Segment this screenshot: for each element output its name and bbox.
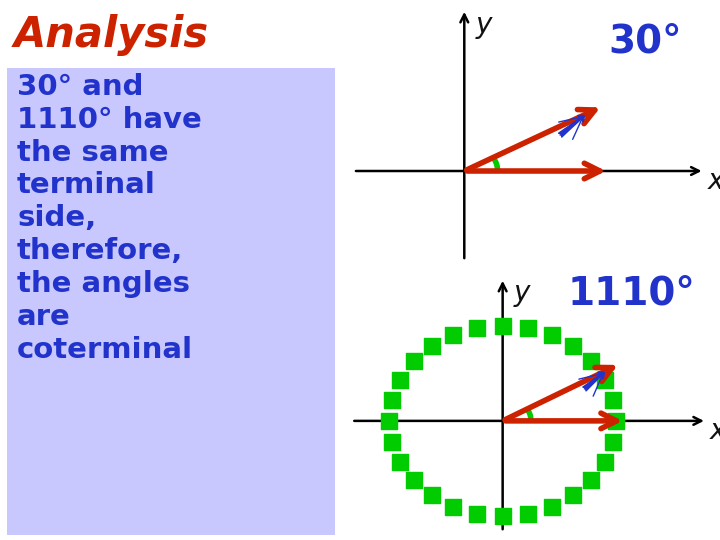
Point bbox=[472, 509, 483, 518]
Text: $x$: $x$ bbox=[708, 417, 720, 444]
Point bbox=[546, 502, 557, 511]
Point bbox=[497, 512, 508, 521]
Point bbox=[472, 323, 483, 332]
Text: $x$: $x$ bbox=[707, 167, 720, 194]
Text: $y$: $y$ bbox=[513, 282, 533, 309]
Point bbox=[567, 491, 579, 500]
Point bbox=[599, 375, 611, 384]
Point bbox=[426, 491, 438, 500]
Point bbox=[448, 502, 459, 511]
Point bbox=[497, 321, 508, 330]
Text: 30°: 30° bbox=[608, 22, 683, 60]
Point bbox=[522, 323, 534, 332]
Point bbox=[408, 357, 420, 366]
Point bbox=[448, 330, 459, 339]
Point bbox=[611, 416, 622, 425]
Point bbox=[608, 438, 619, 447]
Point bbox=[395, 458, 406, 467]
Point bbox=[608, 395, 619, 404]
FancyBboxPatch shape bbox=[7, 68, 335, 535]
Point bbox=[426, 342, 438, 350]
Text: 30° and
1110° have
the same
terminal
side,
therefore,
the angles
are
coterminal: 30° and 1110° have the same terminal sid… bbox=[17, 73, 202, 363]
Point bbox=[387, 395, 398, 404]
Point bbox=[599, 458, 611, 467]
Point bbox=[408, 476, 420, 484]
Point bbox=[387, 438, 398, 447]
Point bbox=[585, 357, 597, 366]
Point bbox=[384, 416, 395, 425]
Text: $y$: $y$ bbox=[474, 14, 494, 41]
Point bbox=[546, 330, 557, 339]
Point bbox=[522, 509, 534, 518]
Text: Analysis: Analysis bbox=[14, 14, 209, 56]
Text: 1110°: 1110° bbox=[567, 275, 696, 313]
Point bbox=[567, 342, 579, 350]
Point bbox=[585, 476, 597, 484]
Point bbox=[395, 375, 406, 384]
